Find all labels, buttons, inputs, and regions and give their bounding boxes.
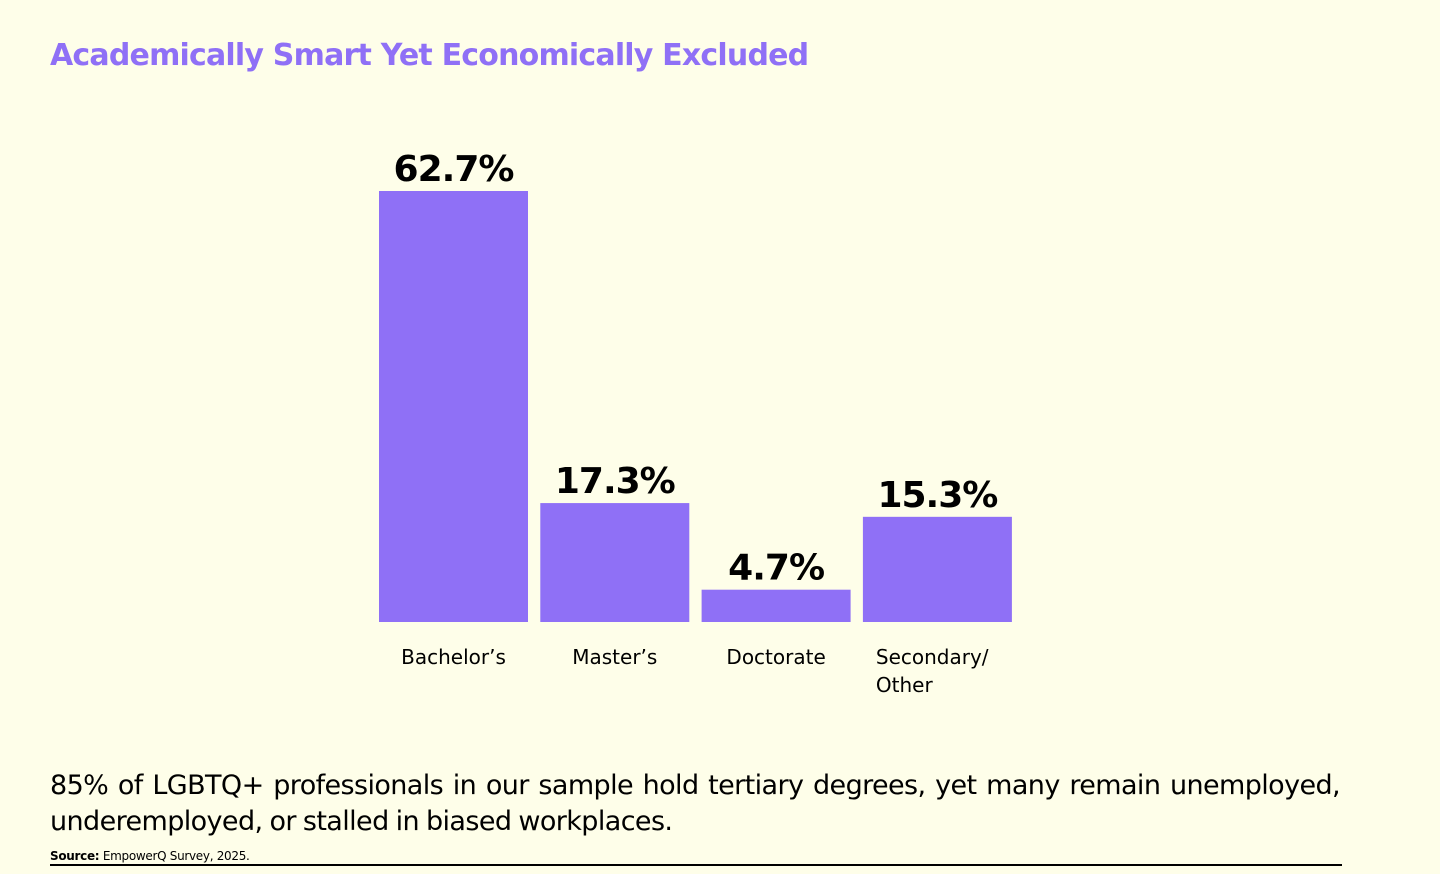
source-text: EmpowerQ Survey, 2025.: [102, 849, 250, 863]
source-note: Source: EmpowerQ Survey, 2025.: [50, 849, 250, 863]
footer-divider: [50, 864, 1342, 866]
bar-value-label: 62.7%: [394, 149, 514, 190]
bar-1: [540, 503, 690, 622]
bar-2: [701, 589, 851, 622]
category-label: Secondary/Other: [876, 645, 989, 697]
summary-text: 85% of LGBTQ+ professionals in our sampl…: [50, 770, 1341, 837]
bar-value-label: 4.7%: [728, 548, 824, 589]
category-label: Master’s: [572, 645, 657, 669]
source-label: Source:: [50, 849, 100, 863]
category-label: Bachelor’s: [401, 645, 506, 669]
bar-3: [862, 516, 1012, 622]
bar-0: [379, 191, 528, 622]
education-bar-chart: 62.7% Bachelor’s 17.3% Master’s 4.7% Doctorat…: [379, 149, 1012, 697]
category-label: Doctorate: [726, 645, 825, 669]
bar-value-label: 15.3%: [877, 475, 997, 516]
bar-value-label: 17.3%: [555, 461, 675, 502]
chart-title: Academically Smart Yet Economically Excl…: [50, 38, 809, 73]
